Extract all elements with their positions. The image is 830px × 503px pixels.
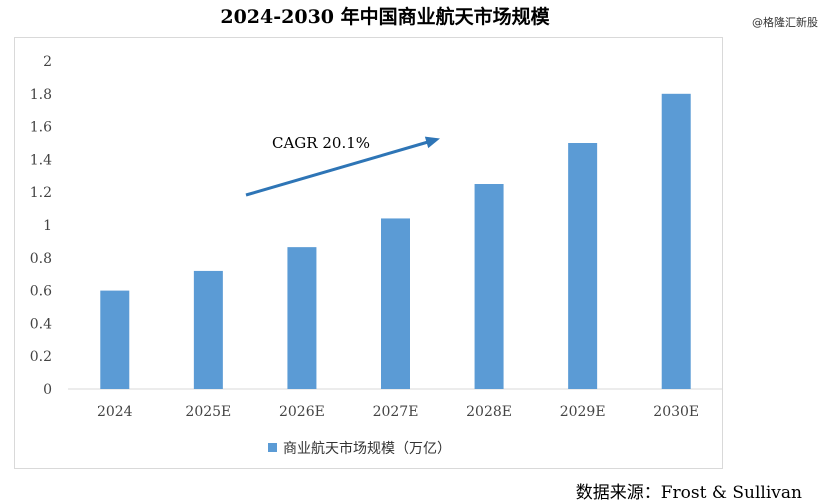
bars <box>100 93 691 390</box>
chart-title: 2024-2030 年中国商业航天市场规模 <box>220 6 550 28</box>
chart-frame <box>14 37 723 469</box>
x-tick-label: 2026E <box>279 404 325 420</box>
x-tick-label: 2028E <box>466 404 512 420</box>
y-tick-label: 2 <box>43 54 52 70</box>
y-tick-label: 1 <box>43 218 52 234</box>
legend-label: 商业航天市场规模（万亿） <box>283 440 451 457</box>
x-tick-label: 2027E <box>373 404 419 420</box>
bar <box>287 247 317 389</box>
cagr-arrow <box>245 140 429 197</box>
bar <box>568 143 598 389</box>
cagr-label: CAGR 20.1% <box>272 134 370 152</box>
x-tick-label: 2029E <box>560 404 606 420</box>
y-tick-label: 1.8 <box>30 87 52 103</box>
bar <box>193 270 223 389</box>
bar <box>381 218 410 389</box>
watermark: @格隆汇新股 <box>752 16 818 29</box>
y-tick-label: 1.6 <box>30 120 52 136</box>
x-tick-label: 2024 <box>97 404 133 420</box>
y-tick-label: 0.2 <box>30 349 52 365</box>
x-tick-label: 2030E <box>653 404 699 420</box>
y-tick-label: 0.8 <box>30 251 52 267</box>
bar <box>474 184 504 389</box>
cagr-arrow-head <box>424 136 440 149</box>
y-tick-label: 1.4 <box>30 152 52 168</box>
y-tick-label: 0 <box>43 382 52 398</box>
y-tick-label: 0.6 <box>30 284 52 300</box>
legend: 商业航天市场规模（万亿） <box>268 440 451 457</box>
legend-swatch <box>268 443 277 452</box>
y-axis-labels: 0 0.2 0.4 0.6 0.8 1 1.2 1.4 1.6 1.8 2 <box>30 54 52 398</box>
bar <box>661 93 691 390</box>
cagr-annotation: CAGR 20.1% <box>245 134 440 197</box>
x-tick-label: 2025E <box>185 404 231 420</box>
y-tick-label: 0.4 <box>30 316 52 332</box>
bar <box>100 290 130 389</box>
data-source: 数据来源：Frost & Sullivan <box>575 483 802 503</box>
x-axis-labels: 2024 2025E 2026E 2027E 2028E 2029E 2030E <box>97 404 699 420</box>
y-tick-label: 1.2 <box>30 185 52 201</box>
